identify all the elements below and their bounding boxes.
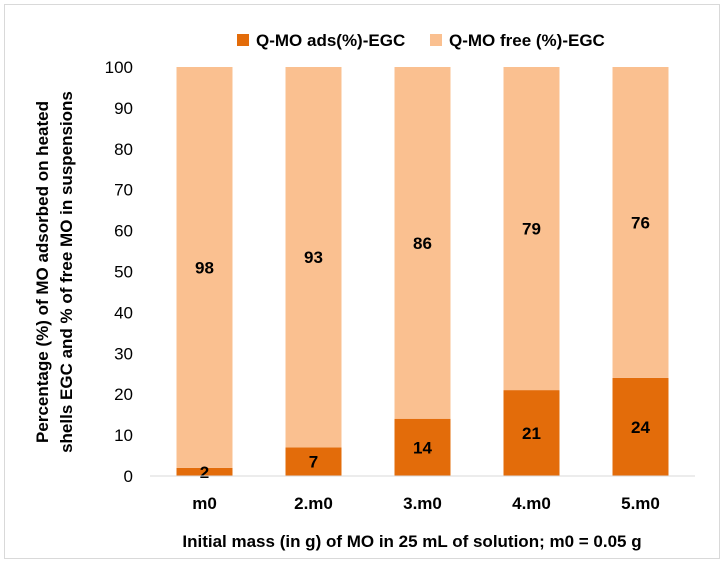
bars [176, 67, 669, 476]
data-label-free: 86 [413, 234, 432, 253]
y-tick-label: 10 [114, 426, 133, 445]
data-label-adsorbed: 2 [200, 463, 209, 482]
bar-segment-free [503, 67, 560, 391]
legend: Q-MO ads(%)-EGC Q-MO free (%)-EGC [237, 31, 605, 50]
data-label-adsorbed: 14 [413, 438, 432, 457]
legend-swatch-free [430, 34, 442, 46]
data-label-adsorbed: 24 [631, 418, 650, 437]
legend-label-free: Q-MO free (%)-EGC [449, 31, 605, 50]
y-axis-title-line2: shells EGC and % of free MO in suspensio… [57, 91, 76, 453]
y-tick-label: 90 [114, 99, 133, 118]
y-tick-label: 20 [114, 385, 133, 404]
bar-segment-adsorbed [176, 467, 233, 476]
data-label-adsorbed: 7 [309, 453, 318, 472]
bar-segment-adsorbed [394, 418, 451, 476]
y-tick-label: 80 [114, 140, 133, 159]
bar-segment-free [176, 67, 233, 468]
x-axis: m0 2.m0 3.m0 4.m0 5.m0 [150, 475, 695, 513]
x-tick-label: 3.m0 [403, 494, 442, 513]
x-tick-label: 2.m0 [294, 494, 333, 513]
y-tick-label: 0 [124, 467, 133, 486]
bar-segment-free [612, 67, 669, 378]
legend-label-adsorbed: Q-MO ads(%)-EGC [256, 31, 405, 50]
x-tick-label: 5.m0 [621, 494, 660, 513]
data-labels: 2 98 7 93 14 86 21 79 24 76 [195, 213, 650, 482]
bar-segment-free [285, 67, 342, 448]
bar-segment-adsorbed [612, 377, 669, 476]
data-label-free: 79 [522, 220, 541, 239]
legend-swatch-adsorbed [237, 34, 249, 46]
x-tick-label: m0 [192, 494, 217, 513]
x-axis-title: Initial mass (in g) of MO in 25 mL of so… [182, 532, 641, 551]
data-label-free: 98 [195, 258, 214, 277]
y-tick-label: 50 [114, 263, 133, 282]
y-tick-label: 30 [114, 344, 133, 363]
bar-segment-free [394, 67, 451, 419]
bar-segment-adsorbed [503, 390, 560, 476]
data-label-free: 93 [304, 248, 323, 267]
bar-segment-adsorbed [285, 447, 342, 476]
y-tick-label: 40 [114, 303, 133, 322]
y-axis-title-line1: Percentage (%) of MO adsorbed on heated [33, 101, 52, 443]
data-label-adsorbed: 21 [522, 424, 541, 443]
data-label-free: 76 [631, 213, 650, 232]
y-tick-label: 100 [105, 58, 133, 77]
y-axis: 0 10 20 30 40 50 60 70 80 90 100 [105, 58, 133, 486]
y-tick-label: 70 [114, 181, 133, 200]
y-tick-label: 60 [114, 222, 133, 241]
chart-frame [4, 4, 720, 559]
x-tick-label: 4.m0 [512, 494, 551, 513]
